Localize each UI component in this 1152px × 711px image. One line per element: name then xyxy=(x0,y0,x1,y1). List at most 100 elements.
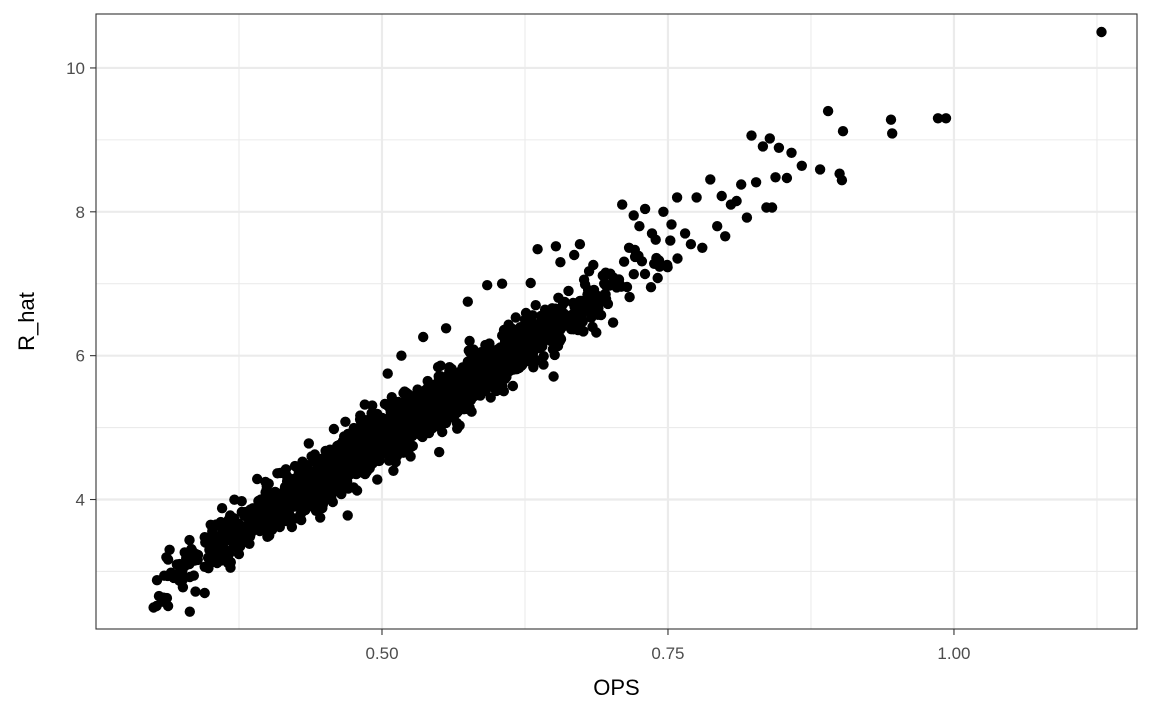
data-point xyxy=(280,464,292,475)
data-point xyxy=(351,485,363,496)
data-point xyxy=(645,282,657,293)
data-point xyxy=(300,459,311,471)
data-point xyxy=(517,353,528,365)
data-point xyxy=(506,341,517,353)
data-point xyxy=(639,203,651,215)
y-axis-tick-label: 6 xyxy=(76,347,85,366)
data-point xyxy=(538,359,549,370)
plot-panel-border xyxy=(95,13,1138,630)
data-point xyxy=(940,113,952,124)
data-point xyxy=(192,549,204,561)
data-point xyxy=(361,466,373,477)
data-point xyxy=(519,314,531,325)
data-point xyxy=(184,534,195,546)
data-point xyxy=(263,478,274,489)
data-point xyxy=(569,249,580,261)
data-point xyxy=(260,503,271,514)
data-point xyxy=(750,177,762,188)
data-point xyxy=(168,572,179,584)
y-axis-tick-label: 4 xyxy=(76,491,85,510)
data-point xyxy=(245,504,256,515)
data-point xyxy=(705,174,716,185)
data-point xyxy=(741,212,753,223)
data-point xyxy=(836,175,848,186)
data-point xyxy=(658,206,669,217)
data-point xyxy=(671,192,683,203)
data-point xyxy=(383,423,394,434)
data-points xyxy=(148,26,1107,617)
data-point xyxy=(583,266,595,277)
data-point xyxy=(796,160,807,171)
data-point xyxy=(216,523,227,534)
grid-major-lines xyxy=(96,14,1137,629)
data-point xyxy=(216,503,228,514)
data-point xyxy=(679,228,691,239)
data-point xyxy=(549,349,560,361)
data-point xyxy=(303,438,314,449)
data-point xyxy=(484,369,495,381)
data-point xyxy=(333,449,344,461)
data-point xyxy=(770,172,781,183)
data-point xyxy=(444,362,455,373)
data-point xyxy=(628,210,639,221)
data-point xyxy=(233,548,245,560)
data-point xyxy=(487,349,498,360)
data-point xyxy=(932,113,944,124)
data-point xyxy=(269,502,281,513)
x-axis-tick-label: 1.00 xyxy=(937,644,970,663)
data-point xyxy=(205,541,216,552)
data-point xyxy=(407,440,418,452)
data-point xyxy=(372,408,383,420)
data-point xyxy=(413,425,424,437)
data-point xyxy=(596,295,607,307)
data-point xyxy=(617,199,628,210)
data-point xyxy=(253,495,264,507)
data-point xyxy=(181,559,192,571)
data-point xyxy=(497,330,508,341)
data-point xyxy=(542,314,554,325)
data-point xyxy=(496,278,508,289)
data-point xyxy=(605,268,616,279)
data-point xyxy=(578,274,590,285)
data-point xyxy=(342,510,353,521)
data-point xyxy=(294,499,306,510)
data-point xyxy=(764,133,775,144)
data-point xyxy=(471,361,482,372)
data-point xyxy=(223,548,234,560)
data-point xyxy=(636,256,648,267)
data-point xyxy=(563,285,574,297)
data-point xyxy=(491,385,502,397)
data-point xyxy=(435,360,446,371)
axis-tick-labels: 0.50 0.75 1.00 4 6 8 10 xyxy=(66,59,970,663)
data-point xyxy=(510,312,521,323)
data-point xyxy=(340,416,351,427)
data-point xyxy=(720,231,731,242)
data-point xyxy=(623,242,635,253)
data-point xyxy=(566,318,577,330)
data-point xyxy=(266,515,278,526)
data-point xyxy=(400,406,411,418)
data-point xyxy=(161,552,172,563)
data-point xyxy=(382,368,393,379)
data-point xyxy=(350,444,361,456)
data-point xyxy=(161,592,173,604)
data-point xyxy=(443,379,454,390)
data-point xyxy=(555,309,566,321)
y-axis-tick-label: 10 xyxy=(66,59,85,78)
data-point xyxy=(814,164,826,175)
data-point xyxy=(347,455,358,466)
data-point xyxy=(463,374,474,385)
data-point xyxy=(482,280,493,291)
data-point xyxy=(466,346,477,357)
data-point xyxy=(628,269,639,280)
data-point xyxy=(362,450,373,461)
data-point xyxy=(757,141,769,152)
data-point xyxy=(229,494,240,505)
data-point xyxy=(548,371,559,382)
data-point xyxy=(885,114,897,125)
data-point xyxy=(523,335,534,347)
data-point xyxy=(427,423,438,434)
data-point xyxy=(736,179,747,190)
data-point xyxy=(624,291,635,303)
data-point xyxy=(525,277,536,289)
